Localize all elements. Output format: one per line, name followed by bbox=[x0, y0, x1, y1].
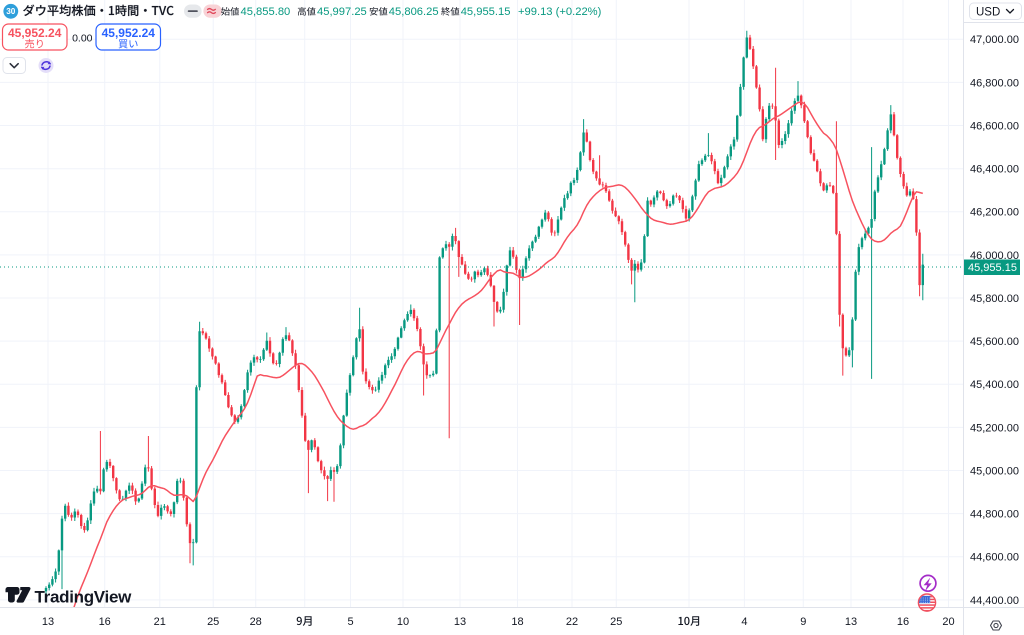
svg-text:45,200.00: 45,200.00 bbox=[970, 422, 1019, 434]
svg-text:45,855.80: 45,855.80 bbox=[241, 6, 291, 18]
svg-text:0.00: 0.00 bbox=[72, 33, 93, 45]
svg-text:30: 30 bbox=[6, 7, 16, 16]
svg-text:USD: USD bbox=[976, 7, 1000, 19]
svg-text:46,200.00: 46,200.00 bbox=[970, 207, 1019, 219]
svg-text:45,800.00: 45,800.00 bbox=[970, 293, 1019, 305]
svg-text:13: 13 bbox=[454, 616, 466, 628]
svg-text:TradingView: TradingView bbox=[35, 588, 133, 607]
svg-text:47,000.00: 47,000.00 bbox=[970, 34, 1019, 46]
svg-text:44,400.00: 44,400.00 bbox=[970, 595, 1019, 607]
svg-text:45,806.25: 45,806.25 bbox=[389, 6, 439, 18]
svg-text:5: 5 bbox=[347, 616, 353, 628]
svg-text:22: 22 bbox=[566, 616, 578, 628]
svg-text:46,000.00: 46,000.00 bbox=[970, 250, 1019, 262]
svg-text:+99.13 (+0.22%): +99.13 (+0.22%) bbox=[518, 6, 602, 18]
svg-text:13: 13 bbox=[845, 616, 857, 628]
svg-text:45,955.15: 45,955.15 bbox=[968, 262, 1017, 274]
svg-text:16: 16 bbox=[897, 616, 909, 628]
svg-text:20: 20 bbox=[942, 616, 954, 628]
svg-text:16: 16 bbox=[99, 616, 111, 628]
svg-text:13: 13 bbox=[42, 616, 54, 628]
svg-text:45,955.15: 45,955.15 bbox=[461, 6, 511, 18]
svg-text:28: 28 bbox=[250, 616, 262, 628]
svg-text:45,997.25: 45,997.25 bbox=[317, 6, 367, 18]
svg-text:21: 21 bbox=[154, 616, 166, 628]
svg-text:46,400.00: 46,400.00 bbox=[970, 164, 1019, 176]
svg-text:46,800.00: 46,800.00 bbox=[970, 77, 1019, 89]
svg-text:45,952.24: 45,952.24 bbox=[102, 26, 156, 40]
svg-text:25: 25 bbox=[610, 616, 622, 628]
svg-text:45,952.24: 45,952.24 bbox=[8, 26, 62, 40]
svg-text:10: 10 bbox=[397, 616, 409, 628]
svg-text:44,800.00: 44,800.00 bbox=[970, 509, 1019, 521]
svg-text:45,000.00: 45,000.00 bbox=[970, 465, 1019, 477]
svg-text:4: 4 bbox=[741, 616, 747, 628]
svg-text:45,600.00: 45,600.00 bbox=[970, 336, 1019, 348]
svg-text:46,600.00: 46,600.00 bbox=[970, 120, 1019, 132]
svg-text:18: 18 bbox=[511, 616, 523, 628]
svg-text:44,600.00: 44,600.00 bbox=[970, 552, 1019, 564]
svg-text:25: 25 bbox=[207, 616, 219, 628]
svg-text:45,400.00: 45,400.00 bbox=[970, 379, 1019, 391]
svg-text:9: 9 bbox=[800, 616, 806, 628]
